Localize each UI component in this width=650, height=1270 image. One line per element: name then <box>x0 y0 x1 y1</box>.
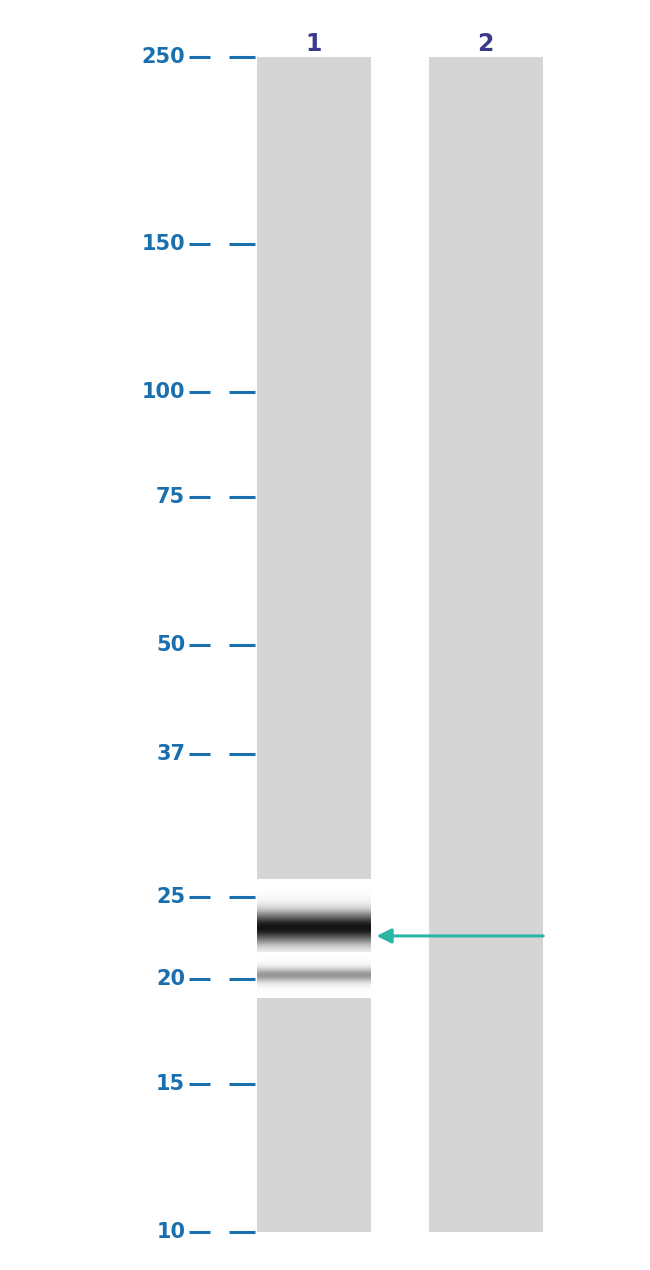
Text: 20: 20 <box>156 969 185 989</box>
Text: 10: 10 <box>156 1222 185 1242</box>
Text: 37: 37 <box>156 744 185 765</box>
Text: 25: 25 <box>156 888 185 908</box>
Text: 2: 2 <box>477 32 494 56</box>
Text: 75: 75 <box>156 486 185 507</box>
Text: 50: 50 <box>156 635 185 654</box>
Text: 15: 15 <box>156 1074 185 1093</box>
Bar <box>257 57 370 1232</box>
Text: 250: 250 <box>142 47 185 67</box>
Bar <box>429 57 543 1232</box>
Text: 100: 100 <box>142 381 185 401</box>
Text: 1: 1 <box>305 32 322 56</box>
Text: 150: 150 <box>142 234 185 254</box>
